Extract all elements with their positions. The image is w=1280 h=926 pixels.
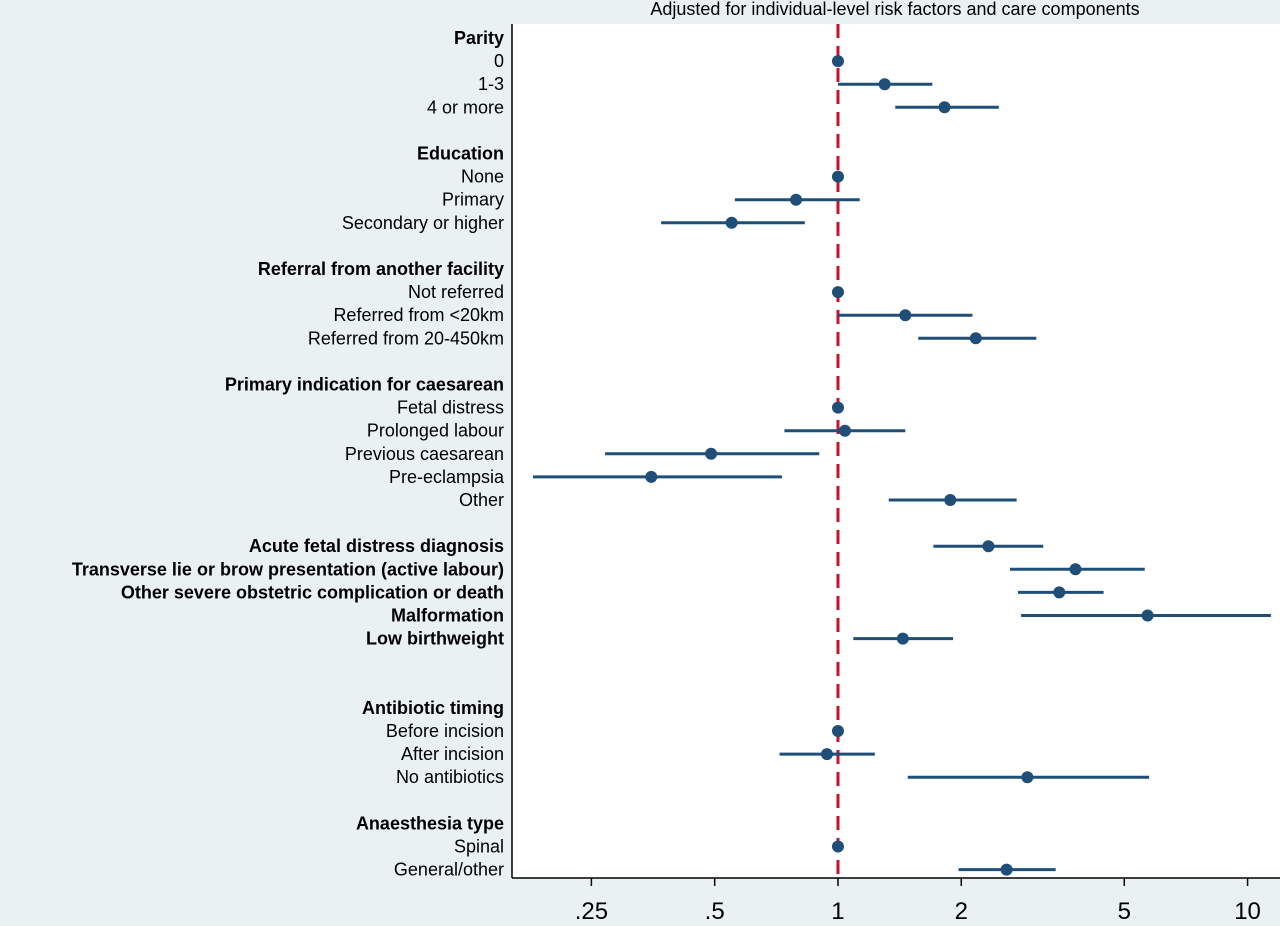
x-tick-label: 5 <box>1118 898 1131 925</box>
estimate-point <box>938 101 951 114</box>
row-label: Fetal distress <box>397 398 504 418</box>
row-label: Pre-eclampsia <box>389 467 505 487</box>
row-heading: Transverse lie or brow presentation (act… <box>72 559 504 579</box>
estimate-point <box>969 332 982 345</box>
estimate-point <box>944 494 957 506</box>
row-heading: Primary indication for caesarean <box>225 375 504 395</box>
row-label: Spinal <box>454 837 504 857</box>
estimate-point <box>1053 586 1066 599</box>
estimate-point <box>896 632 909 645</box>
row-heading: Parity <box>454 28 504 48</box>
estimate-point <box>878 78 891 91</box>
estimate-point <box>1141 609 1154 622</box>
chart-subtitle: Adjusted for individual-level risk facto… <box>650 0 1139 19</box>
row-heading: Referral from another facility <box>258 259 504 279</box>
row-label: Prolonged labour <box>367 421 504 441</box>
row-heading: Acute fetal distress diagnosis <box>249 536 504 556</box>
estimate-point <box>831 286 844 299</box>
estimate-point <box>831 401 844 414</box>
estimate-point <box>1000 863 1013 876</box>
row-heading: Education <box>417 144 504 164</box>
estimate-point <box>790 193 803 206</box>
row-heading: Low birthweight <box>366 629 504 649</box>
x-tick-label: 10 <box>1234 898 1261 925</box>
plot-area <box>512 24 1280 878</box>
row-label: No antibiotics <box>396 767 504 787</box>
x-tick-label: 2 <box>955 898 968 925</box>
estimate-point <box>831 725 844 737</box>
estimate-point <box>1069 563 1082 576</box>
row-label: 1-3 <box>478 74 504 94</box>
row-label: Other <box>459 490 504 510</box>
estimate-point <box>838 424 851 437</box>
row-label: Before incision <box>386 721 504 741</box>
estimate-point <box>1021 771 1034 784</box>
x-tick-label: .5 <box>705 898 725 925</box>
row-heading: Malformation <box>391 606 504 626</box>
estimate-point <box>831 840 844 853</box>
row-heading: Other severe obstetric complication or d… <box>121 582 504 602</box>
estimate-point <box>831 170 844 183</box>
row-label: Primary <box>442 190 504 210</box>
estimate-point <box>705 447 718 460</box>
row-label: General/other <box>394 860 504 880</box>
x-tick-label: 1 <box>831 898 844 925</box>
estimate-point <box>899 309 912 322</box>
row-label: 0 <box>494 51 504 71</box>
row-label: Referred from <20km <box>333 305 504 325</box>
row-heading: Antibiotic timing <box>362 698 504 718</box>
row-label: Not referred <box>408 282 504 302</box>
row-label: None <box>461 167 504 187</box>
estimate-point <box>725 216 738 229</box>
row-heading: Anaesthesia type <box>356 813 504 833</box>
x-tick-label: .25 <box>575 898 608 925</box>
row-label: Referred from 20-450km <box>308 328 504 348</box>
estimate-point <box>982 540 995 553</box>
row-label: Secondary or higher <box>342 213 504 233</box>
row-label: 4 or more <box>427 97 504 117</box>
estimate-point <box>831 55 844 68</box>
estimate-point <box>820 748 833 761</box>
estimate-point <box>645 470 658 483</box>
row-label: Previous caesarean <box>345 444 504 464</box>
row-label: After incision <box>401 744 504 764</box>
